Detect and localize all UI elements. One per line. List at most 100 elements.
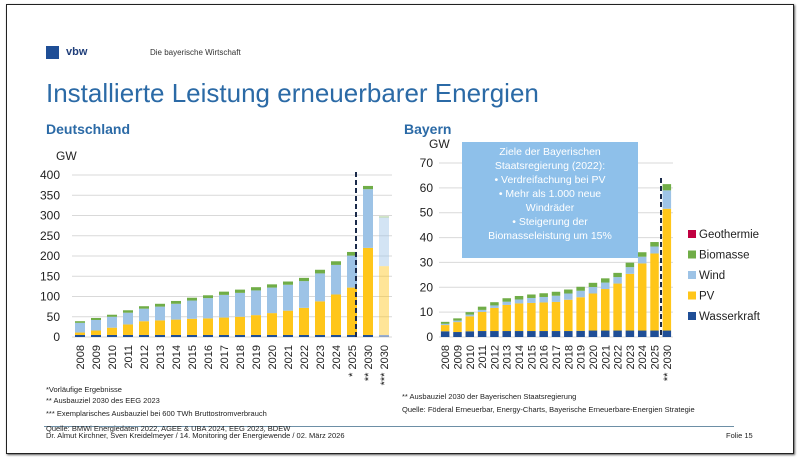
bar-wasserkraft xyxy=(662,330,672,337)
slide-frame xyxy=(6,4,794,454)
y-tick-label: 150 xyxy=(40,269,60,283)
x-tick-label: 2024 xyxy=(637,345,649,369)
bar-pv xyxy=(267,313,277,335)
x-tick-label: 2014 xyxy=(514,345,526,369)
bar-wind xyxy=(662,190,672,209)
annotation-line: Windräder xyxy=(525,202,575,214)
bar-wasserkraft xyxy=(601,330,610,337)
bar-pv xyxy=(637,263,647,331)
bar-wind xyxy=(363,189,373,248)
x-tick-label: 2020 xyxy=(267,345,279,369)
x-tick-label: 2021 xyxy=(283,345,295,369)
bar-wasserkraft xyxy=(251,334,261,337)
bar-wind xyxy=(564,293,573,300)
y-tick-label: 350 xyxy=(40,188,60,202)
annotation-line: Biomasseleistung um 15% xyxy=(488,230,612,242)
bar-wasserkraft xyxy=(637,330,647,337)
bar-wasserkraft xyxy=(551,331,561,337)
bar-wasserkraft xyxy=(490,331,499,337)
y-tick-label: 10 xyxy=(420,305,434,319)
y-axis-label: GW xyxy=(56,149,77,163)
x-tick-label: 2010 xyxy=(107,345,119,369)
bar-pv xyxy=(625,273,635,331)
bar-wasserkraft xyxy=(363,334,373,337)
x-tick-label: ** 2030 xyxy=(363,345,375,381)
y-tick-label: 250 xyxy=(40,229,60,243)
x-tick-label: 2025 xyxy=(650,345,662,369)
bar-wind xyxy=(502,301,511,305)
x-tick-label: 2017 xyxy=(219,345,231,369)
bar-wasserkraft xyxy=(235,334,245,337)
bar-pv xyxy=(379,266,389,335)
note-de-2: ** Ausbauziel 2030 des EEG 2023 xyxy=(46,396,160,405)
footer-source: Quelle: BMWi Energiedaten 2022, AGEE & U… xyxy=(46,424,291,433)
bar-wind xyxy=(75,322,85,333)
legend-swatch-wasserkraft xyxy=(688,312,696,320)
bar-wind xyxy=(539,296,548,303)
chart-title-bayern: Bayern xyxy=(404,121,452,137)
chart-title-deutschland: Deutschland xyxy=(46,121,131,137)
bar-biomasse xyxy=(251,287,261,291)
bar-wasserkraft xyxy=(527,331,536,337)
bar-biomasse xyxy=(527,294,536,298)
legend-label-wind: Wind xyxy=(699,270,725,282)
bar-biomasse xyxy=(219,291,229,295)
y-tick-label: 40 xyxy=(420,231,434,245)
bar-biomasse xyxy=(625,262,635,268)
y-tick-label: 100 xyxy=(40,290,60,304)
annotation-line: • Steigerung der xyxy=(512,216,588,228)
bar-biomasse xyxy=(75,321,85,323)
bar-wind xyxy=(283,284,293,311)
bar-biomasse xyxy=(514,295,524,300)
bar-biomasse xyxy=(107,314,117,317)
bar-wasserkraft xyxy=(203,334,213,337)
y-tick-label: 50 xyxy=(420,206,434,220)
x-tick-label: 2023 xyxy=(625,345,637,369)
bar-wasserkraft xyxy=(539,331,548,337)
y-axis-label: GW xyxy=(429,137,450,151)
x-tick-label: 2012 xyxy=(489,345,501,369)
bar-pv xyxy=(315,301,325,335)
bar-wasserkraft xyxy=(283,334,293,337)
bar-wasserkraft xyxy=(75,334,85,337)
bar-biomasse xyxy=(283,281,293,285)
x-tick-label: 2014 xyxy=(171,345,183,369)
bar-wind xyxy=(299,281,309,308)
legend-swatch-biomasse xyxy=(688,250,696,259)
bar-pv xyxy=(363,247,373,335)
slide-number: Folie 15 xyxy=(726,431,753,440)
legend-swatch-wind xyxy=(688,271,696,279)
bar-wind xyxy=(107,316,117,328)
legend-label-pv: PV xyxy=(699,291,715,303)
bar-wind xyxy=(514,299,524,304)
bar-pv xyxy=(75,332,85,335)
bar-wasserkraft xyxy=(465,331,475,337)
y-tick-label: 0 xyxy=(426,330,433,344)
bar-pv xyxy=(283,310,293,335)
bar-wind xyxy=(527,297,536,303)
x-tick-label: 2018 xyxy=(563,345,575,369)
bar-wasserkraft xyxy=(171,334,181,337)
y-tick-label: 300 xyxy=(40,209,60,223)
bar-wind xyxy=(440,323,450,326)
bar-biomasse xyxy=(613,272,622,278)
bar-wasserkraft xyxy=(331,334,341,337)
bar-pv xyxy=(123,324,133,335)
brand-name: vbw xyxy=(66,46,88,58)
bar-wind xyxy=(465,314,475,317)
bar-biomasse xyxy=(588,282,598,288)
bar-pv xyxy=(171,319,181,335)
y-tick-label: 70 xyxy=(420,156,434,170)
bar-wasserkraft xyxy=(155,334,165,337)
y-tick-label: 60 xyxy=(420,181,434,195)
legend-label-biomasse: Biomasse xyxy=(699,250,750,262)
bar-wind xyxy=(625,267,635,274)
bar-wasserkraft xyxy=(107,334,117,337)
bar-wind xyxy=(650,246,659,254)
bar-pv xyxy=(502,304,511,332)
bar-biomasse xyxy=(601,278,610,283)
y-tick-label: 0 xyxy=(53,330,60,344)
x-tick-label: 2017 xyxy=(551,345,563,369)
bar-biomasse xyxy=(155,303,165,307)
